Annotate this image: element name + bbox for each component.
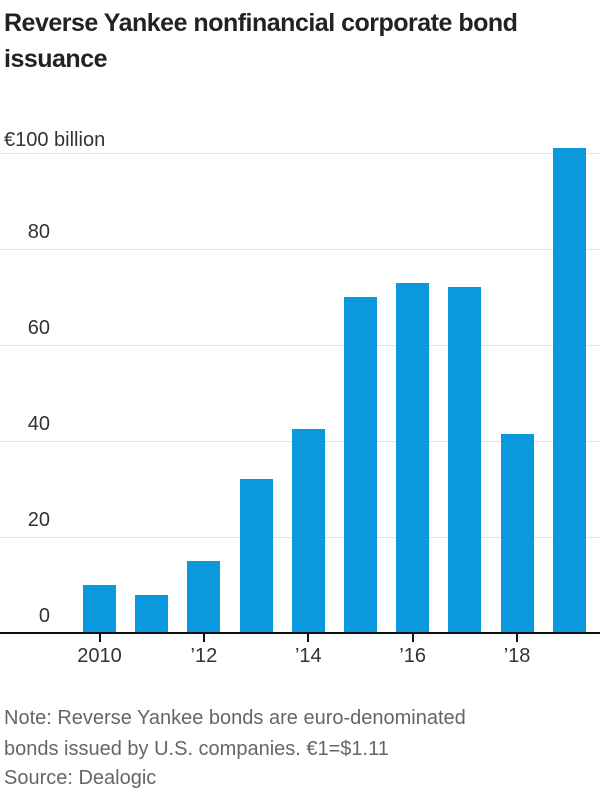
note-line-1: Note: Reverse Yankee bonds are euro-deno…: [4, 707, 466, 729]
bar-2017: [448, 287, 482, 633]
x-axis-line: [0, 632, 600, 634]
chart-note: Note: Reverse Yankee bonds are euro-deno…: [4, 703, 466, 765]
ytick-label-60: 60: [27, 317, 50, 339]
bar-2015: [344, 297, 377, 633]
ytick-label-20: 20: [27, 509, 50, 531]
chart-title: Reverse Yankee nonfinancial corporate bo…: [4, 9, 518, 73]
bar-2014: [291, 429, 325, 633]
xtick-label-2010: 2010: [77, 645, 122, 667]
bar-2012: [187, 561, 221, 633]
gridline-60: [0, 345, 600, 346]
bar-2019: [552, 148, 586, 633]
xtick-label-2016: ’16: [399, 645, 427, 667]
bar-2010: [83, 585, 116, 633]
xtick-label-2012: ’12: [190, 645, 218, 667]
bar-2013: [239, 479, 273, 633]
ytick-label-40: 40: [27, 413, 50, 435]
ytick-label-0: 0: [38, 605, 50, 627]
xtick-2010: [98, 634, 101, 642]
bar-2016: [396, 282, 430, 633]
bar-2011: [135, 594, 169, 633]
y-axis-unit-label: €100 billion: [4, 129, 106, 151]
xtick-2018: [516, 634, 519, 642]
note-line-2: bonds issued by U.S. companies. €1=$1.11: [4, 738, 389, 760]
ytick-label-80: 80: [27, 221, 50, 243]
xtick-label-2018: ’18: [503, 645, 531, 667]
bar-2018: [500, 433, 534, 633]
xtick-2012: [202, 634, 205, 642]
gridline-100: [0, 153, 600, 154]
xtick-label-2014: ’14: [294, 645, 322, 667]
chart-source: Source: Dealogic: [4, 767, 157, 789]
xtick-2014: [307, 634, 310, 642]
xtick-2016: [411, 634, 414, 642]
gridline-80: [0, 249, 600, 250]
plot-area: 0 20 40 60 80 2010 ’12 ’14 ’16 ’18: [0, 148, 600, 667]
